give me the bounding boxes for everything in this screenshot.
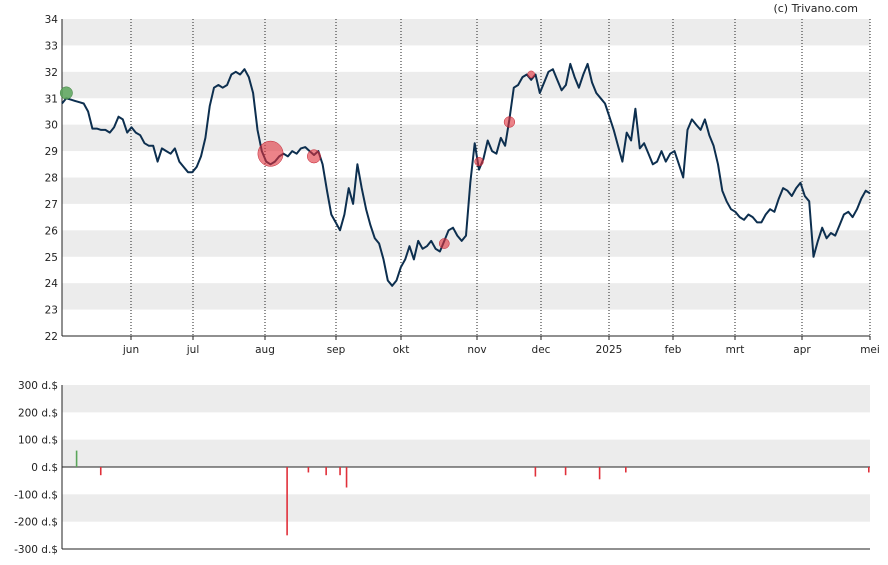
- sell-bar: [564, 467, 567, 476]
- y-tick-label: 29: [45, 146, 58, 158]
- x-tick-label: jun: [122, 344, 139, 356]
- sell-marker: [503, 116, 516, 128]
- x-tick-label: okt: [393, 344, 410, 356]
- x-tick-label: feb: [665, 344, 682, 356]
- y-tick-label: -300 d.$: [14, 544, 58, 556]
- grid-band: [62, 19, 870, 46]
- grid-band: [62, 385, 870, 413]
- grid-band: [62, 124, 870, 152]
- x-tick-label: aug: [255, 344, 275, 356]
- credit-label: (c) Trivano.com: [773, 2, 858, 15]
- y-tick-label: 24: [45, 278, 59, 290]
- sell-marker: [257, 140, 284, 167]
- y-tick-label: 31: [45, 93, 58, 105]
- grid-band: [62, 494, 870, 522]
- y-tick-label: 32: [45, 67, 58, 79]
- x-tick-label: jul: [186, 344, 200, 356]
- x-tick-label: mei: [860, 344, 880, 356]
- sell-bar: [307, 467, 310, 473]
- y-tick-label: 22: [45, 331, 58, 343]
- y-tick-label: 34: [45, 14, 59, 26]
- grid-band: [62, 283, 870, 310]
- x-tick-label: sep: [327, 344, 346, 356]
- y-tick-label: 28: [45, 173, 58, 185]
- grid-band: [62, 177, 870, 204]
- buy-bar: [75, 450, 78, 467]
- y-tick-label: 25: [45, 252, 58, 264]
- sell-bar: [345, 467, 348, 488]
- sell-marker: [527, 70, 535, 79]
- price-line: [61, 62, 871, 287]
- buy-marker: [59, 86, 73, 100]
- y-tick-label: 26: [45, 225, 59, 237]
- sell-bar: [534, 467, 537, 477]
- grid-band: [62, 71, 870, 99]
- sell-marker: [438, 238, 450, 249]
- sell-bar: [339, 467, 341, 476]
- x-tick-label: nov: [467, 344, 486, 356]
- grid-band: [62, 439, 870, 467]
- x-tick-label: apr: [793, 344, 811, 356]
- y-tick-label: 100 d.$: [18, 435, 58, 447]
- y-tick-label: 33: [45, 40, 58, 52]
- x-tick-label: 2025: [596, 344, 623, 356]
- y-tick-label: 30: [45, 120, 58, 132]
- y-tick-label: -100 d.$: [14, 489, 58, 501]
- sell-marker: [474, 157, 484, 167]
- sell-bar: [868, 467, 870, 473]
- y-tick-label: 23: [45, 305, 58, 317]
- y-tick-label: 0 d.$: [31, 462, 58, 474]
- sell-marker: [307, 149, 321, 164]
- sell-bar: [325, 467, 327, 476]
- y-tick-label: 27: [45, 199, 58, 211]
- y-tick-label: -200 d.$: [14, 517, 58, 529]
- y-tick-label: 300 d.$: [18, 380, 58, 392]
- sell-bar: [99, 467, 102, 476]
- x-tick-label: dec: [532, 344, 551, 356]
- sell-bar: [598, 467, 601, 480]
- x-tick-label: mrt: [726, 344, 745, 356]
- sell-bar: [286, 467, 288, 536]
- sell-bar: [625, 467, 627, 473]
- y-tick-label: 200 d.$: [18, 407, 58, 419]
